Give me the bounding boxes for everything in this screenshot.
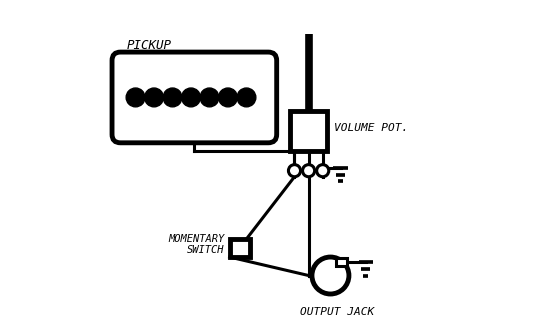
Text: VOLUME POT.: VOLUME POT. [334,123,408,133]
Bar [290,111,327,151]
Text: PICKUP: PICKUP [127,39,172,52]
Circle shape [237,88,256,107]
Bar [230,239,250,257]
Circle shape [145,88,163,107]
Circle shape [302,165,315,177]
Circle shape [312,257,349,294]
Circle shape [200,88,219,107]
FancyBboxPatch shape [112,52,277,143]
Circle shape [288,165,300,177]
Text: OUTPUT JACK: OUTPUT JACK [300,307,375,318]
Bar [336,258,346,266]
Text: MOMENTARY
SWITCH: MOMENTARY SWITCH [168,234,224,255]
Circle shape [182,88,200,107]
Circle shape [317,165,329,177]
Circle shape [218,88,238,107]
Circle shape [126,88,145,107]
Circle shape [163,88,182,107]
